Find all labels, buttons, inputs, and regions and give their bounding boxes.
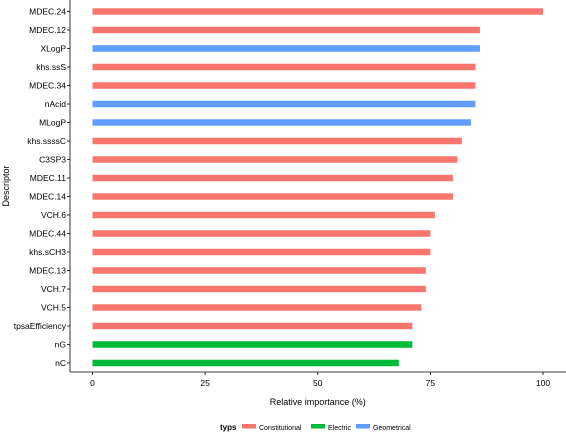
y-tick-label: MDEC.12 xyxy=(29,25,66,35)
bar xyxy=(92,119,471,126)
y-tick-label: MDEC.34 xyxy=(29,81,66,91)
x-axis-ticks: 0 25 50 75 100 xyxy=(90,372,550,388)
y-tick-label: MDEC.44 xyxy=(29,229,66,239)
bar xyxy=(92,156,458,163)
bar xyxy=(92,267,426,274)
bar xyxy=(92,230,431,237)
bar xyxy=(92,211,435,219)
plot-area xyxy=(69,0,566,373)
bar xyxy=(92,8,543,15)
legend-swatch xyxy=(356,424,370,429)
x-tick-label: 50 xyxy=(313,378,323,388)
bar xyxy=(92,341,413,348)
x-tick-label: 25 xyxy=(200,378,210,388)
bar xyxy=(92,63,476,71)
legend-swatch xyxy=(311,424,325,429)
y-axis-title: Descriptor xyxy=(1,165,11,206)
bar xyxy=(92,322,413,330)
y-tick-label: nC xyxy=(55,358,66,368)
bar xyxy=(92,193,453,200)
legend-label: Geometrical xyxy=(373,425,411,432)
y-tick-label: C3SP3 xyxy=(39,155,66,165)
bar xyxy=(92,248,431,256)
y-tick-label: MLogP xyxy=(39,118,66,128)
bar xyxy=(92,304,422,311)
x-tick-label: 100 xyxy=(536,378,550,388)
y-tick-label: VCH.7 xyxy=(41,284,66,294)
bar xyxy=(92,82,476,89)
bar xyxy=(92,285,426,293)
y-tick-label: khs.ssS xyxy=(36,62,66,72)
bar xyxy=(92,359,399,367)
bars xyxy=(92,8,543,367)
bar xyxy=(92,45,480,52)
x-tick-label: 0 xyxy=(90,378,95,388)
y-tick-label: tpsaEfficiency xyxy=(14,321,67,331)
bar xyxy=(92,26,480,34)
legend: typs Constitutional Electric Geometrical xyxy=(220,423,411,432)
y-tick-label: XLogP xyxy=(40,44,66,54)
y-tick-label: nG xyxy=(55,340,66,350)
x-axis-title: Relative importance (%) xyxy=(270,397,366,407)
y-tick-label: MDEC.24 xyxy=(29,7,66,17)
y-tick-label: MDEC.14 xyxy=(29,192,66,202)
y-axis-ticks: MDEC.24 MDEC.12 XLogP khs.ssS MDEC.34 nAcid ML… xyxy=(14,7,70,368)
bar xyxy=(92,137,462,145)
y-tick-label: VCH.6 xyxy=(41,210,66,220)
x-tick-label: 75 xyxy=(426,378,436,388)
y-tick-label: VCH.5 xyxy=(41,303,66,313)
bar xyxy=(92,174,453,182)
legend-swatch xyxy=(242,424,256,429)
legend-label: Electric xyxy=(328,425,351,432)
bar xyxy=(92,100,476,108)
y-tick-label: MDEC.13 xyxy=(29,266,66,276)
y-tick-label: khs.sCH3 xyxy=(29,247,66,257)
legend-label: Constitutional xyxy=(259,425,302,432)
legend-title: typs xyxy=(220,423,237,432)
y-tick-label: MDEC.11 xyxy=(30,173,66,183)
y-tick-label: khs.ssssC xyxy=(27,136,66,146)
y-tick-label: nAcid xyxy=(45,99,67,109)
